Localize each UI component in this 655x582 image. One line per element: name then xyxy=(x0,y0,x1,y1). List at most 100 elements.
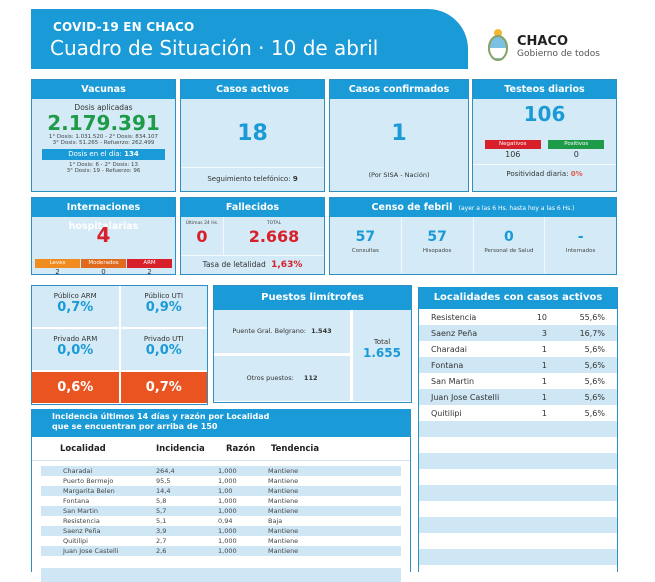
negativos-badge: Negativos xyxy=(484,140,541,149)
seguimiento-telefonico: Seguimiento telefónico: 9 xyxy=(181,175,324,183)
row-tendencia: Mantiene xyxy=(268,497,299,505)
privado-arm-cell: Privado ARM 0,0% xyxy=(32,329,119,370)
empty-row xyxy=(419,469,617,485)
localidad-pct: 5,6% xyxy=(584,392,605,402)
localidad-cases: 10 xyxy=(536,312,547,322)
total-arm-value: 0,6% xyxy=(32,372,119,403)
divider xyxy=(473,164,616,165)
header-banner: COVID-19 EN CHACO Cuadro de Situación · … xyxy=(31,9,468,69)
vacunas-card: Vacunas Dosis aplicadas 2.179.391 1° Dos… xyxy=(31,79,176,192)
col-razon: Razón xyxy=(226,443,256,454)
divider xyxy=(181,167,324,168)
row-localidad: Juan Jose Castelli xyxy=(63,547,119,555)
row-incidencia: 5,1 xyxy=(156,517,167,525)
censo-note: (ayer a las 6 Hs. hasta hoy a las 6 Hs.) xyxy=(458,205,575,212)
arm-value: 2 xyxy=(147,268,152,276)
logo-name: CHACO xyxy=(517,34,569,49)
localidades-table: Resistencia 10 55,6% Saenz Peña 3 16,7% Charad… xyxy=(419,309,617,565)
row-localidad: Quitilipi xyxy=(63,537,88,545)
seguimiento-value: 9 xyxy=(292,175,298,183)
testeos-title: Testeos diarios xyxy=(473,80,616,99)
row-incidencia: 264,4 xyxy=(156,467,175,475)
localidad-name: Charadai xyxy=(431,344,467,354)
total-uti-value: 0,7% xyxy=(120,372,207,403)
otros-label: Otros puestos: xyxy=(246,374,294,382)
row-incidencia: 14,4 xyxy=(156,487,171,495)
row-razon: 1,000 xyxy=(218,477,237,485)
ocupacion-camas-grid: Público ARM 0,7% Público UTI 0,9% Privad… xyxy=(31,285,208,405)
publico-uti-cell: Público UTI 0,9% xyxy=(120,286,207,327)
positividad-diaria: Positividad diaria: 0% xyxy=(473,170,616,178)
row-localidad: Puerto Bermejo xyxy=(63,477,114,485)
fallecidos-total: 2.668 xyxy=(248,227,300,246)
publico-arm-value: 0,7% xyxy=(57,300,94,315)
localidad-cases: 1 xyxy=(541,392,547,402)
row-razon: 1,000 xyxy=(218,497,237,505)
casos-activos-value: 18 xyxy=(237,121,268,146)
internaciones-title: Internaciones hospitalarias xyxy=(32,198,175,232)
localidad-pct: 5,6% xyxy=(584,344,605,354)
incidencia-row: San Martin 5,7 1,000 Mantiene xyxy=(41,506,401,516)
localidad-row: Fontana 1 5,6% xyxy=(419,357,617,373)
row-razon: 1,000 xyxy=(218,547,237,555)
row-razon: 1,00 xyxy=(218,487,233,495)
dosis-dia-value: 134 xyxy=(124,150,139,158)
localidad-name: Quitilipi xyxy=(431,408,462,418)
testeos-value: 106 xyxy=(523,102,566,126)
col-tendencia: Tendencia xyxy=(271,443,320,454)
privado-uti-value: 0,0% xyxy=(145,343,182,358)
row-localidad: Saenz Peña xyxy=(63,527,101,535)
positividad-label: Positividad diaria: xyxy=(506,170,569,178)
vacunas-dosis-line1: 1° Dosis: 1.031.520 - 2° Dosis: 834.107 xyxy=(48,134,159,140)
incidencia-row: Quitilipi 2,7 1,000 Mantiene xyxy=(41,536,401,546)
empty-row xyxy=(419,517,617,533)
incidencia-columns: Localidad Incidencia Razón Tendencia xyxy=(32,437,410,461)
hisopados-label: Hisopados xyxy=(422,248,452,254)
localidad-name: Saenz Peña xyxy=(431,328,478,338)
row-razon: 1,000 xyxy=(218,527,237,535)
empty-row xyxy=(41,556,401,568)
dosis-dia-line1: 1° Dosis: 6 - 2° Dosis: 13 xyxy=(69,162,138,168)
vacunas-subtitle: Dosis aplicadas xyxy=(74,103,133,112)
censo-item: 57 Hisopados xyxy=(402,217,474,273)
row-incidencia: 5,7 xyxy=(156,507,167,515)
ultimas-24hs-value: 0 xyxy=(196,227,208,246)
puestos-title: Puestos limítrofes xyxy=(214,286,411,310)
casos-confirmados-value: 1 xyxy=(391,121,407,146)
testeos-card: Testeos diarios 106 Negativos 106 Positi… xyxy=(472,79,617,192)
row-razon: 1,000 xyxy=(218,537,237,545)
incidencia-row: Juan Jose Castelli 2,6 1,000 Mantiene xyxy=(41,546,401,556)
empty-row xyxy=(419,453,617,469)
row-tendencia: Mantiene xyxy=(268,487,299,495)
empty-row xyxy=(419,549,617,565)
consultas-value: 57 xyxy=(355,229,376,245)
incidencia-row: Fontana 5,8 1,000 Mantiene xyxy=(41,496,401,506)
row-incidencia: 2,7 xyxy=(156,537,167,545)
localidad-pct: 5,6% xyxy=(584,408,605,418)
dosis-dia-label: Dosis en el día: xyxy=(68,150,122,158)
otros-value: 112 xyxy=(303,374,318,382)
localidades-title: Localidades con casos activos xyxy=(419,287,617,309)
localidad-row: Quitilipi 1 5,6% xyxy=(419,405,617,421)
localidades-card: Localidades con casos activos Resistenci… xyxy=(418,287,618,572)
publico-uti-value: 0,9% xyxy=(145,300,182,315)
incidencia-row: Saenz Peña 3,9 1,000 Mantiene xyxy=(41,526,401,536)
row-localidad: Charadai xyxy=(63,467,93,475)
puente-belgrano-row: Puente Gral. Belgrano: 1.543 xyxy=(214,310,350,353)
col-incidencia: Incidencia xyxy=(156,443,205,454)
publico-arm-cell: Público ARM 0,7% xyxy=(32,286,119,327)
localidad-name: San Martin xyxy=(431,376,475,386)
casos-confirmados-source: (Por SISA - Nación) xyxy=(368,171,430,179)
incidencia-title-line1: Incidencia últimos 14 días y razón por L… xyxy=(52,412,270,421)
vacunas-dosis-line2: 3° Dosis: 51.265 - Refuerzo: 262.499 xyxy=(52,140,155,146)
casos-activos-card: Casos activos 18 Seguimiento telefónico:… xyxy=(180,79,325,192)
localidad-row: Resistencia 10 55,6% xyxy=(419,309,617,325)
casos-confirmados-card: Casos confirmados 1 (Por SISA - Nación) xyxy=(329,79,469,192)
empty-row xyxy=(419,485,617,501)
casos-activos-title: Casos activos xyxy=(181,80,324,99)
otros-puestos-row: Otros puestos: 112 xyxy=(214,356,350,401)
incidencia-card: Incidencia últimos 14 días y razón por L… xyxy=(31,409,411,582)
dosis-en-el-dia-bar: Dosis en el día: 134 xyxy=(42,149,165,160)
internados-value: - xyxy=(577,229,584,245)
localidad-cases: 1 xyxy=(541,344,547,354)
